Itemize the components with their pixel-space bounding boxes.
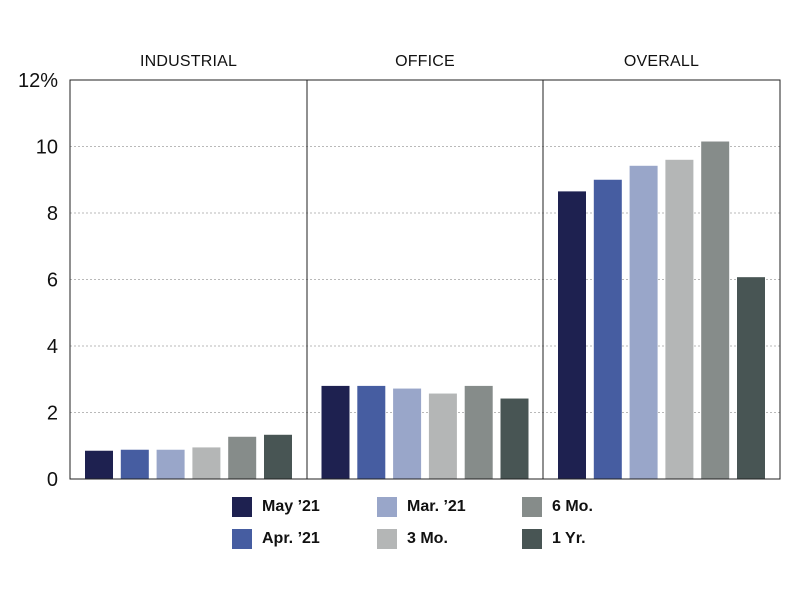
legend-label: 1 Yr. <box>552 530 586 547</box>
legend-swatch <box>522 529 542 549</box>
bar <box>701 141 730 479</box>
panel-title: OVERALL <box>624 53 699 70</box>
bar <box>228 436 257 479</box>
bar <box>321 385 350 479</box>
bar <box>156 449 185 479</box>
bar <box>464 385 493 479</box>
legend-item-3-mo: 3 Mo. <box>377 528 448 550</box>
y-tick-label: 8 <box>47 203 58 225</box>
legend-label: 3 Mo. <box>407 530 448 547</box>
bar <box>665 159 694 480</box>
legend-item-apr-21: Apr. ’21 <box>232 528 320 550</box>
panel-title: OFFICE <box>395 53 455 70</box>
bar <box>85 450 113 479</box>
legend-swatch <box>377 529 397 549</box>
bar <box>593 179 622 479</box>
bar <box>264 434 292 479</box>
y-tick-label: 2 <box>47 403 58 425</box>
bar <box>393 388 422 479</box>
panel-title: INDUSTRIAL <box>140 53 237 70</box>
legend-label: 6 Mo. <box>552 498 593 515</box>
y-tick-label: 12% <box>18 70 58 92</box>
legend: May ’21 Apr. ’21 Mar. ’21 3 Mo. 6 Mo. 1 … <box>232 496 652 560</box>
bar <box>629 165 658 479</box>
legend-swatch <box>232 497 252 517</box>
legend-item-6-mo: 6 Mo. <box>522 496 593 518</box>
y-tick-label: 0 <box>47 469 58 491</box>
legend-item-1-yr: 1 Yr. <box>522 528 586 550</box>
legend-label: Apr. ’21 <box>262 530 320 547</box>
bar <box>737 277 765 479</box>
bar <box>558 191 586 479</box>
y-tick-label: 6 <box>47 270 58 292</box>
y-tick-label: 4 <box>47 336 58 358</box>
plot-frame <box>69 79 781 480</box>
legend-item-mar-21: Mar. ’21 <box>377 496 466 518</box>
bar <box>428 393 457 479</box>
y-tick-label: 10 <box>36 137 58 159</box>
bar <box>192 447 221 479</box>
bar <box>120 449 149 479</box>
legend-label: Mar. ’21 <box>407 498 466 515</box>
legend-item-may-21: May ’21 <box>232 496 320 518</box>
bar <box>500 398 529 479</box>
legend-swatch <box>232 529 252 549</box>
legend-swatch <box>377 497 397 517</box>
legend-swatch <box>522 497 542 517</box>
legend-label: May ’21 <box>262 498 320 515</box>
bar <box>357 385 386 479</box>
